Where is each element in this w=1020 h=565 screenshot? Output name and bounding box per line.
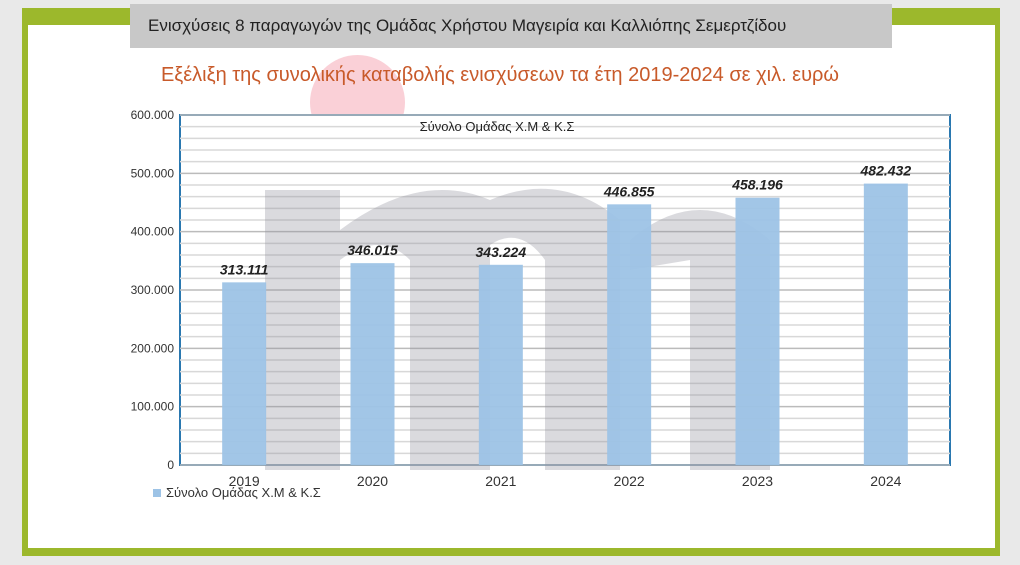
x-tick-label: 2022 bbox=[614, 473, 645, 489]
data-label: 346.015 bbox=[347, 242, 398, 258]
data-label: 458.196 bbox=[731, 177, 783, 193]
data-label: 446.855 bbox=[603, 183, 655, 199]
header-title-text: Ενισχύσεις 8 παραγωγών της Ομάδας Χρήστο… bbox=[148, 16, 787, 35]
data-label: 482.432 bbox=[860, 163, 912, 179]
bar-2022 bbox=[607, 204, 652, 465]
x-tick-label: 2023 bbox=[742, 473, 773, 489]
bar-2020 bbox=[350, 263, 395, 465]
y-tick-label: 0 bbox=[167, 458, 174, 472]
x-tick-label: 2020 bbox=[357, 473, 388, 489]
y-tick-label: 600.000 bbox=[131, 108, 175, 122]
header-title: Ενισχύσεις 8 παραγωγών της Ομάδας Χρήστο… bbox=[130, 4, 892, 48]
y-tick-label: 300.000 bbox=[131, 283, 175, 297]
x-tick-label: 2024 bbox=[870, 473, 901, 489]
plot-title: Σύνολο Ομάδας Χ.Μ & Κ.Σ bbox=[420, 119, 575, 134]
y-tick-label: 500.000 bbox=[131, 166, 175, 180]
y-tick-label: 200.000 bbox=[131, 341, 175, 355]
bar-2021 bbox=[478, 264, 523, 465]
legend-swatch bbox=[153, 489, 161, 497]
data-label: 343.224 bbox=[476, 244, 527, 260]
watermark-n-icon bbox=[630, 210, 770, 470]
chart-title: Εξέλιξη της συνολικής καταβολής ενισχύσε… bbox=[160, 64, 840, 86]
bar-2019 bbox=[222, 282, 267, 465]
y-tick-label: 400.000 bbox=[131, 225, 175, 239]
y-tick-label: 100.000 bbox=[131, 400, 175, 414]
watermark-m-icon bbox=[265, 188, 620, 470]
data-label: 313.111 bbox=[220, 261, 269, 277]
bar-2023 bbox=[735, 197, 780, 465]
bar-2024 bbox=[863, 183, 908, 465]
x-tick-label: 2019 bbox=[229, 473, 260, 489]
legend-label: Σύνολο Ομάδας Χ.Μ & Κ.Σ bbox=[166, 485, 321, 500]
x-tick-label: 2021 bbox=[485, 473, 516, 489]
